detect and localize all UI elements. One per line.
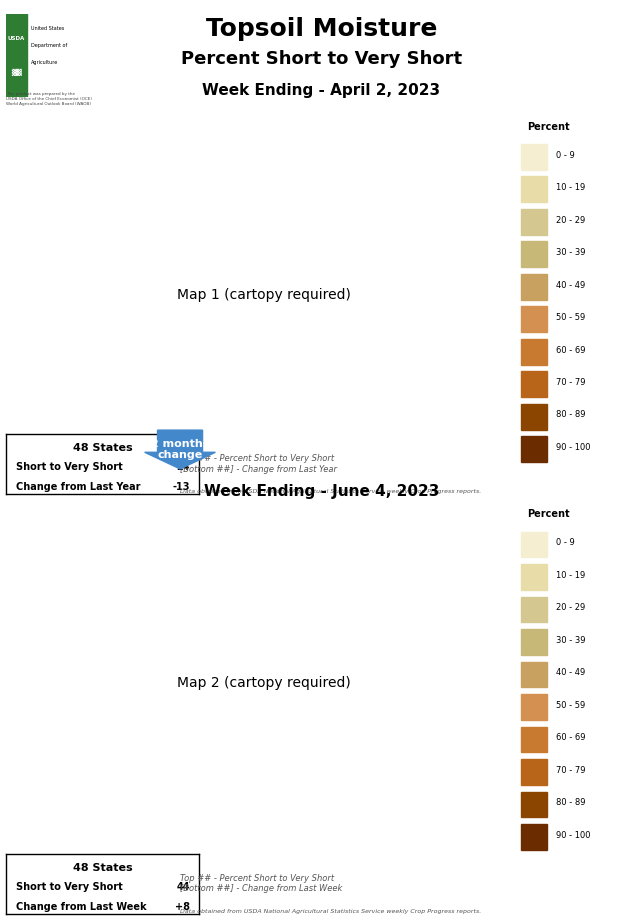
Text: Percent: Percent (527, 509, 570, 520)
Text: 48 States: 48 States (73, 443, 132, 453)
Text: Data obtained from USDA National Agricultural Statistics Service weekly Crop Pro: Data obtained from USDA National Agricul… (180, 909, 482, 914)
Bar (521, 144, 547, 170)
Bar (521, 274, 547, 300)
Text: 10 - 19: 10 - 19 (556, 183, 584, 192)
Text: Percent Short to Very Short: Percent Short to Very Short (181, 50, 462, 68)
Text: Short to Very Short: Short to Very Short (16, 462, 123, 472)
Bar (521, 532, 547, 557)
Text: 90 - 100: 90 - 100 (556, 443, 590, 452)
Text: Change from Last Week: Change from Last Week (16, 902, 147, 912)
Text: 10 - 19: 10 - 19 (556, 570, 584, 580)
Text: Agriculture: Agriculture (31, 59, 59, 65)
Bar (521, 564, 547, 590)
Text: 2 months
change: 2 months change (151, 438, 209, 461)
Text: Top ## - Percent Short to Very Short
[Bottom ##] - Change from Last Week: Top ## - Percent Short to Very Short [Bo… (180, 874, 343, 893)
Text: Change from Last Year: Change from Last Year (16, 482, 141, 492)
Text: 44: 44 (176, 881, 190, 892)
Text: Topsoil Moisture: Topsoil Moisture (206, 17, 437, 41)
Text: Map 2 (cartopy required): Map 2 (cartopy required) (177, 676, 350, 690)
Text: 90 - 100: 90 - 100 (556, 831, 590, 840)
Bar (521, 404, 547, 430)
Text: 40 - 49: 40 - 49 (556, 281, 584, 290)
Text: 50 - 59: 50 - 59 (556, 701, 584, 710)
Bar (521, 726, 547, 752)
Text: Week Ending - April 2, 2023: Week Ending - April 2, 2023 (203, 83, 440, 98)
Text: 30 - 39: 30 - 39 (556, 248, 585, 257)
Text: 80 - 89: 80 - 89 (556, 411, 585, 419)
Bar (521, 339, 547, 365)
Text: This product was prepared by the
USDA Office of the Chief Economist (OCE)
World : This product was prepared by the USDA Of… (6, 92, 93, 105)
Text: 30 - 39: 30 - 39 (556, 636, 585, 644)
Text: +8: +8 (175, 902, 190, 912)
Bar (521, 209, 547, 234)
Text: 0 - 9: 0 - 9 (556, 150, 574, 160)
Bar (521, 662, 547, 688)
Text: Percent: Percent (527, 122, 570, 132)
Bar (521, 176, 547, 202)
Text: 60 - 69: 60 - 69 (556, 733, 585, 742)
Bar (521, 437, 547, 462)
Text: Short to Very Short: Short to Very Short (16, 881, 123, 892)
Text: -13: -13 (172, 482, 190, 492)
Bar (521, 596, 547, 622)
Text: Map 1 (cartopy required): Map 1 (cartopy required) (177, 288, 350, 303)
Bar (521, 371, 547, 397)
Text: 40 - 49: 40 - 49 (556, 668, 584, 677)
Text: 60 - 69: 60 - 69 (556, 345, 585, 354)
Bar (521, 629, 547, 655)
Bar (521, 694, 547, 720)
FancyBboxPatch shape (6, 14, 27, 97)
Text: ▓▓: ▓▓ (11, 68, 22, 76)
Text: Week Ending - June 4, 2023: Week Ending - June 4, 2023 (204, 484, 439, 499)
Text: USDA: USDA (8, 36, 25, 42)
Text: 24: 24 (176, 462, 190, 472)
Bar (521, 242, 547, 268)
Text: 20 - 29: 20 - 29 (556, 604, 584, 612)
Text: 48 States: 48 States (73, 863, 132, 873)
Text: 70 - 79: 70 - 79 (556, 766, 585, 774)
Text: 20 - 29: 20 - 29 (556, 216, 584, 224)
Bar (521, 824, 547, 850)
Bar (521, 792, 547, 818)
Bar (521, 759, 547, 785)
Text: Top ## - Percent Short to Very Short
[Bottom ##] - Change from Last Year: Top ## - Percent Short to Very Short [Bo… (180, 454, 337, 473)
Bar (521, 306, 547, 332)
Text: Department of: Department of (31, 42, 68, 48)
Text: Data obtained from USDA National Agricultural Statistics Service weekly Crop Pro: Data obtained from USDA National Agricul… (180, 489, 482, 494)
Text: 50 - 59: 50 - 59 (556, 313, 584, 322)
FancyArrow shape (145, 430, 215, 469)
Text: 70 - 79: 70 - 79 (556, 378, 585, 387)
Text: 0 - 9: 0 - 9 (556, 538, 574, 547)
Text: United States: United States (31, 27, 64, 31)
Text: 80 - 89: 80 - 89 (556, 798, 585, 807)
